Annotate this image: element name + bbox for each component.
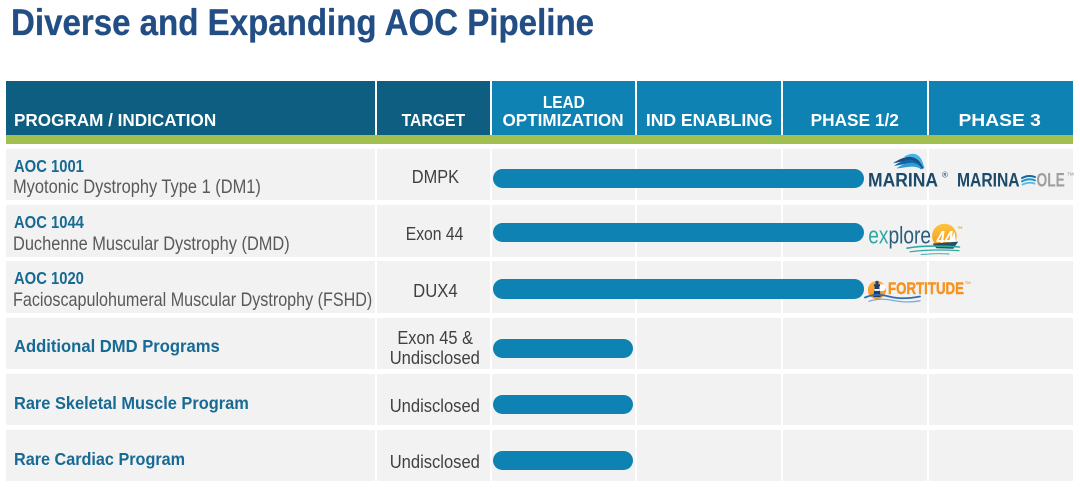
svg-text:FORTITUDE: FORTITUDE bbox=[888, 279, 964, 298]
svg-text:explore: explore bbox=[868, 222, 931, 249]
svg-text:®: ® bbox=[942, 171, 948, 180]
svg-text:™: ™ bbox=[965, 281, 972, 288]
svg-text:MARINA: MARINA bbox=[957, 170, 1020, 192]
svg-text:OLE: OLE bbox=[1037, 170, 1065, 192]
svg-text:™: ™ bbox=[957, 226, 963, 233]
svg-text:™: ™ bbox=[1066, 171, 1074, 180]
svg-text:MARINA: MARINA bbox=[868, 170, 938, 192]
